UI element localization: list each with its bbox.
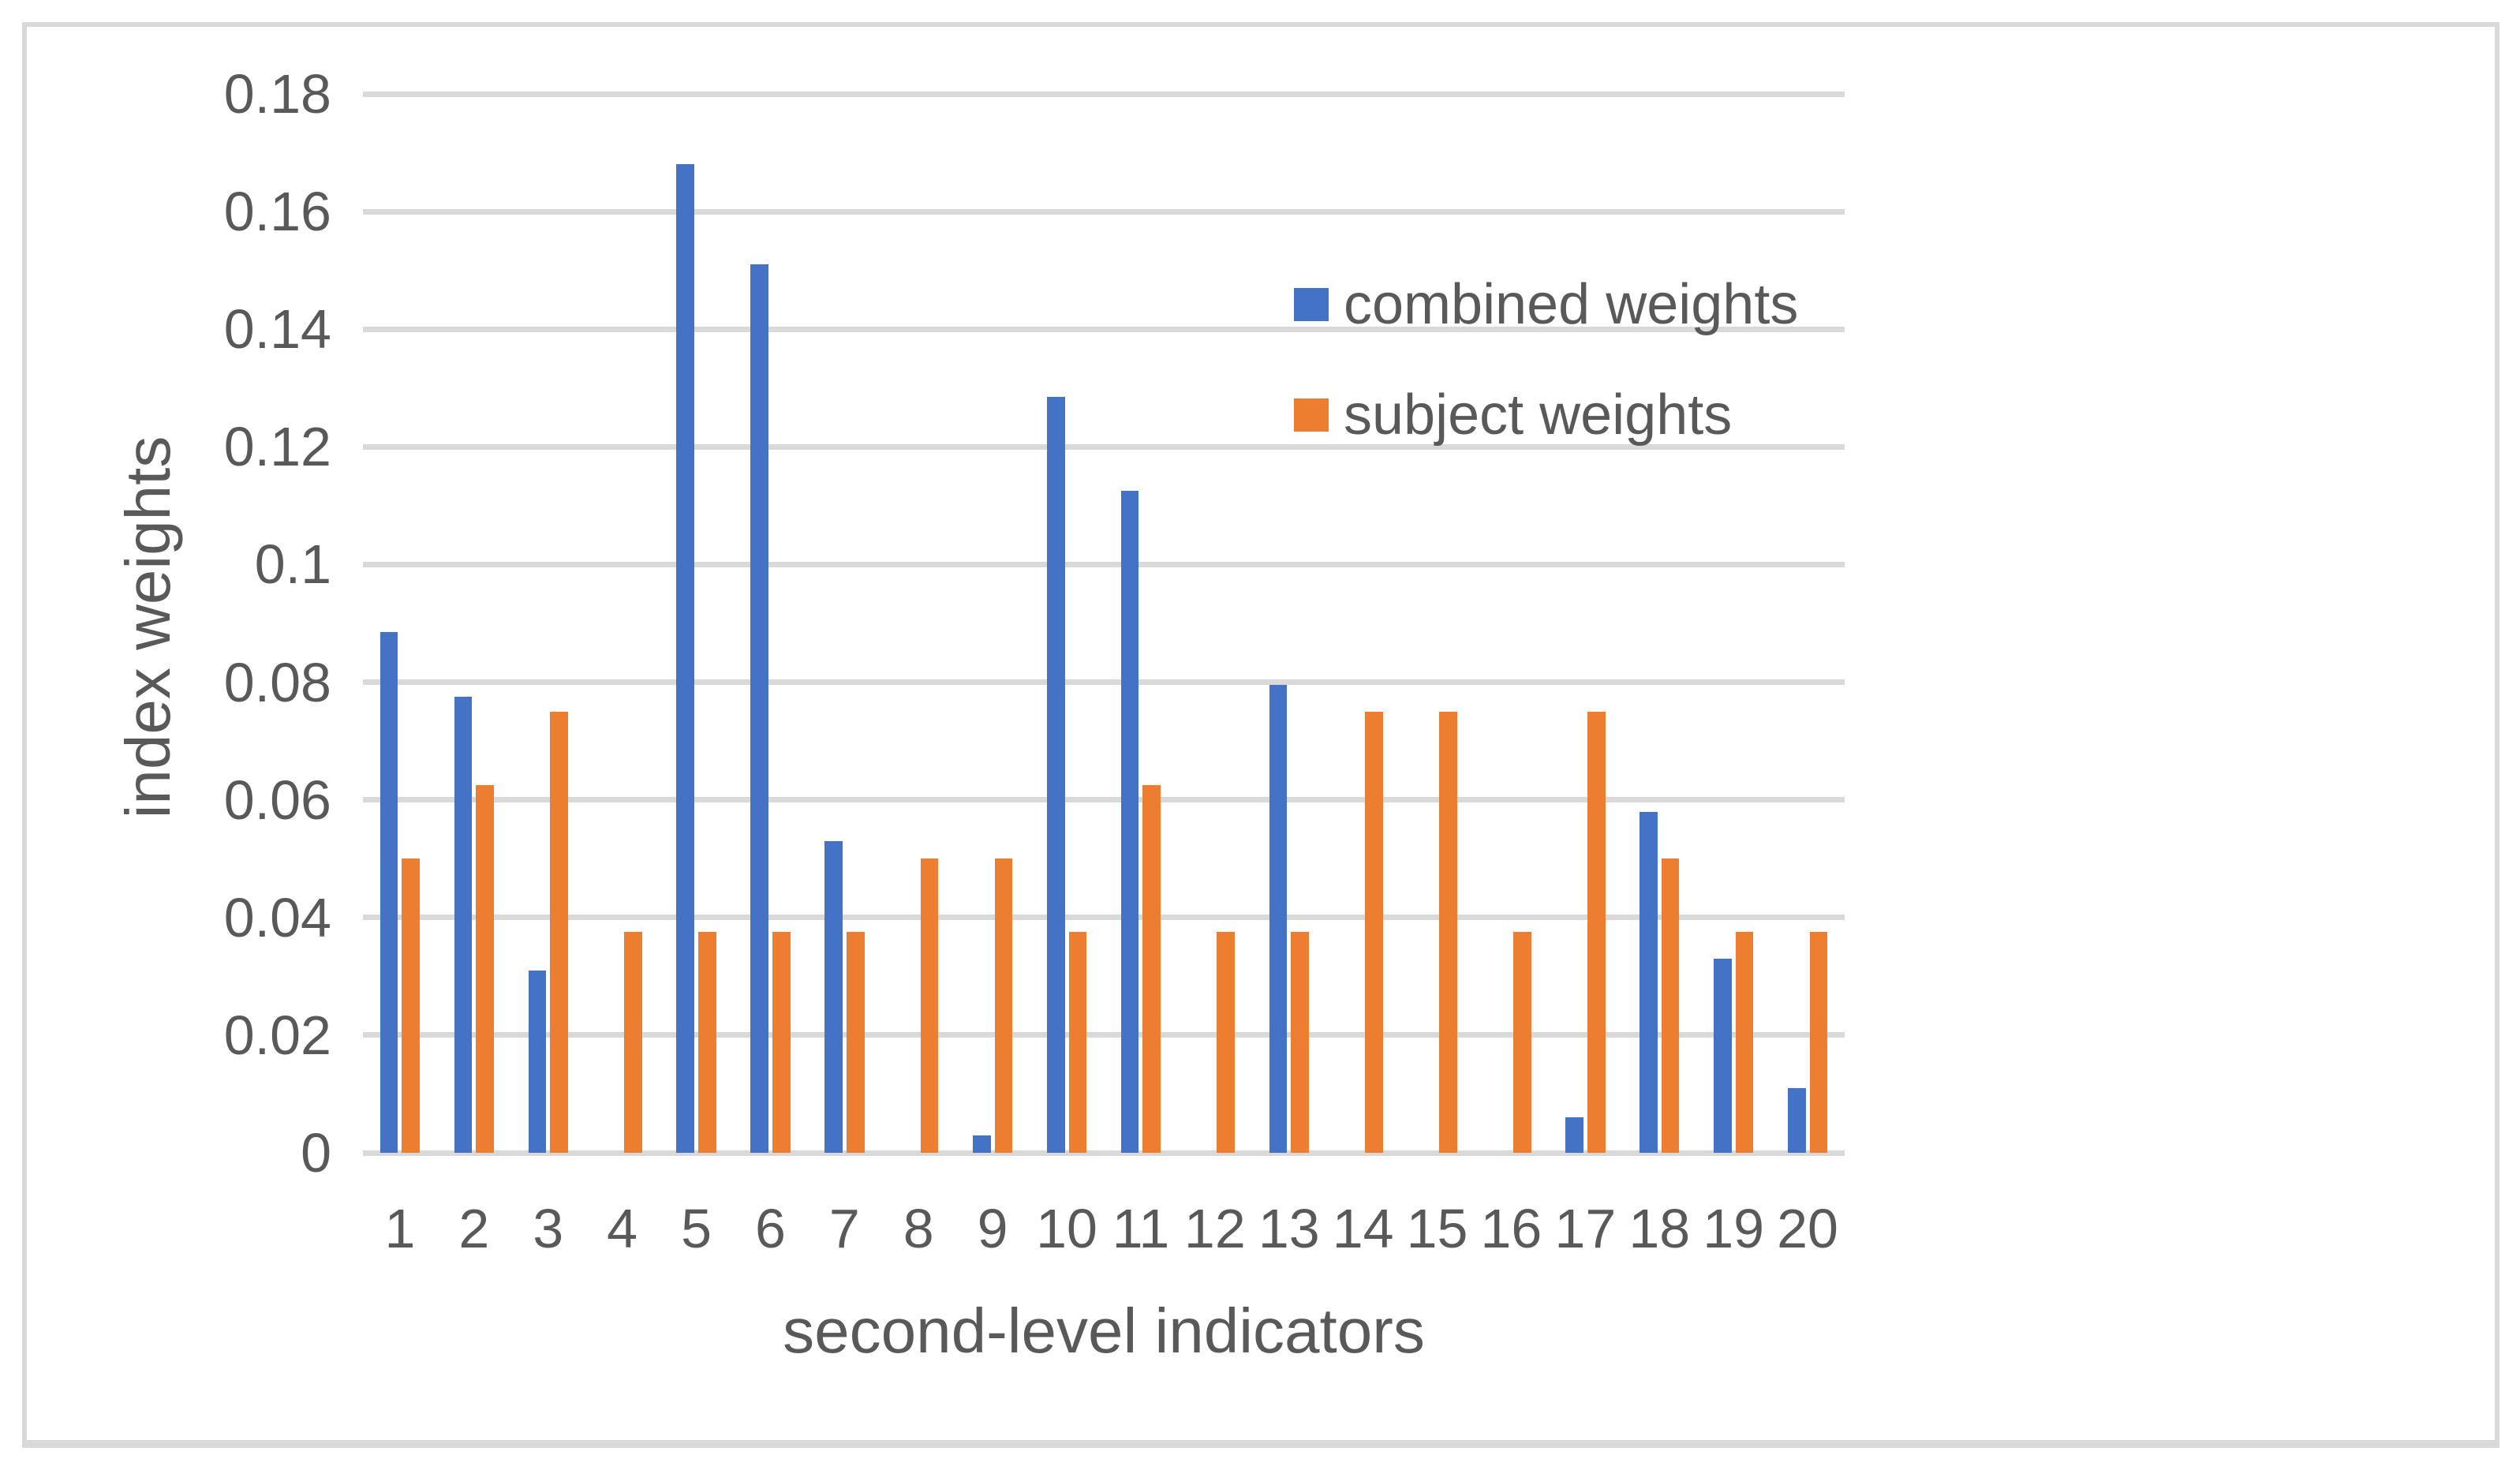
bar-combined-weights-7: [824, 840, 843, 1153]
bar-combined-weights-9: [972, 1135, 991, 1153]
bar-combined-weights-3: [528, 970, 547, 1153]
legend: combined weights subject weights: [1294, 273, 1846, 521]
bar-combined-weights-5: [676, 164, 695, 1153]
x-tick-label: 1: [384, 1198, 416, 1259]
bar-subject-weights-10: [1068, 932, 1087, 1153]
bar-subject-weights-13: [1291, 932, 1309, 1153]
y-tick-label: 0.18: [223, 63, 331, 125]
y-tick-label: 0.1: [254, 533, 331, 596]
bar-combined-weights-13: [1269, 685, 1288, 1153]
bar-subject-weights-2: [476, 785, 495, 1153]
bar-subject-weights-14: [1365, 711, 1383, 1153]
figure-border: [22, 22, 2499, 1448]
bar-subject-weights-6: [772, 932, 791, 1153]
x-axis-line: [363, 1150, 1845, 1156]
x-tick-label: 14: [1332, 1198, 1394, 1259]
bar-combined-weights-2: [454, 697, 473, 1153]
x-tick-label: 11: [1112, 1198, 1170, 1259]
gridline: [363, 1032, 1845, 1038]
bar-subject-weights-20: [1809, 932, 1828, 1153]
bar-combined-weights-19: [1713, 958, 1732, 1153]
bar-subject-weights-1: [402, 858, 421, 1153]
x-tick-label: 4: [607, 1198, 638, 1259]
bar-combined-weights-10: [1046, 396, 1065, 1153]
bar-combined-weights-18: [1639, 811, 1658, 1153]
x-tick-label: 19: [1703, 1198, 1765, 1259]
x-tick-label: 10: [1036, 1198, 1097, 1259]
bar-subject-weights-8: [920, 858, 939, 1153]
x-tick-label: 8: [903, 1198, 934, 1259]
legend-swatch-subject-weights: [1294, 398, 1329, 432]
x-tick-label: 17: [1554, 1198, 1617, 1259]
x-tick-label: 7: [828, 1198, 860, 1259]
gridline: [363, 915, 1845, 921]
x-tick-label: 15: [1406, 1198, 1468, 1259]
y-axis-title: index weights: [113, 436, 183, 819]
bar-subject-weights-7: [846, 932, 865, 1153]
bar-combined-weights-17: [1565, 1117, 1583, 1153]
y-tick-label: 0.12: [223, 416, 331, 478]
gridline: [363, 208, 1845, 215]
x-tick-label: 13: [1258, 1198, 1320, 1259]
gridline: [363, 797, 1845, 803]
bar-subject-weights-11: [1142, 785, 1161, 1153]
bar-subject-weights-4: [624, 932, 642, 1153]
legend-label-subject-weights: subject weights: [1344, 383, 1733, 447]
bar-subject-weights-9: [994, 858, 1013, 1153]
bar-subject-weights-12: [1217, 932, 1236, 1153]
y-tick-label: 0.14: [223, 298, 331, 361]
bar-subject-weights-5: [698, 932, 716, 1153]
x-axis-title: second-level indicators: [783, 1296, 1425, 1366]
gridline: [363, 443, 1845, 450]
bar-subject-weights-16: [1512, 932, 1531, 1153]
x-tick-label: 6: [754, 1198, 786, 1259]
y-tick-label: 0.16: [223, 181, 331, 243]
x-tick-label: 20: [1777, 1198, 1838, 1259]
gridline: [363, 326, 1845, 332]
x-tick-label: 3: [533, 1198, 564, 1259]
y-tick-label: 0.08: [223, 651, 331, 713]
y-tick-label: 0.06: [223, 769, 331, 831]
gridline: [363, 561, 1845, 567]
gridline: [363, 679, 1845, 686]
bar-subject-weights-17: [1587, 711, 1606, 1153]
bar-subject-weights-18: [1661, 858, 1680, 1153]
y-tick-label: 0: [301, 1122, 331, 1184]
x-tick-label: 9: [977, 1198, 1008, 1259]
legend-label-combined-weights: combined weights: [1344, 273, 1799, 336]
x-tick-label: 5: [681, 1198, 712, 1259]
bar-subject-weights-15: [1439, 711, 1457, 1153]
y-tick-label: 0.04: [223, 886, 331, 948]
x-tick-label: 12: [1183, 1198, 1246, 1259]
bar-subject-weights-3: [550, 711, 568, 1153]
x-tick-label: 2: [458, 1198, 490, 1259]
y-tick-label: 0.02: [223, 1004, 331, 1066]
bar-combined-weights-1: [379, 632, 398, 1153]
bar-combined-weights-6: [750, 264, 768, 1153]
x-tick-label: 16: [1480, 1198, 1542, 1259]
x-tick-label: 18: [1628, 1198, 1691, 1259]
bar-subject-weights-19: [1735, 932, 1754, 1153]
bar-combined-weights-20: [1787, 1087, 1806, 1153]
gridline: [363, 91, 1845, 97]
legend-swatch-combined-weights: [1294, 288, 1329, 321]
bar-combined-weights-11: [1120, 491, 1139, 1153]
